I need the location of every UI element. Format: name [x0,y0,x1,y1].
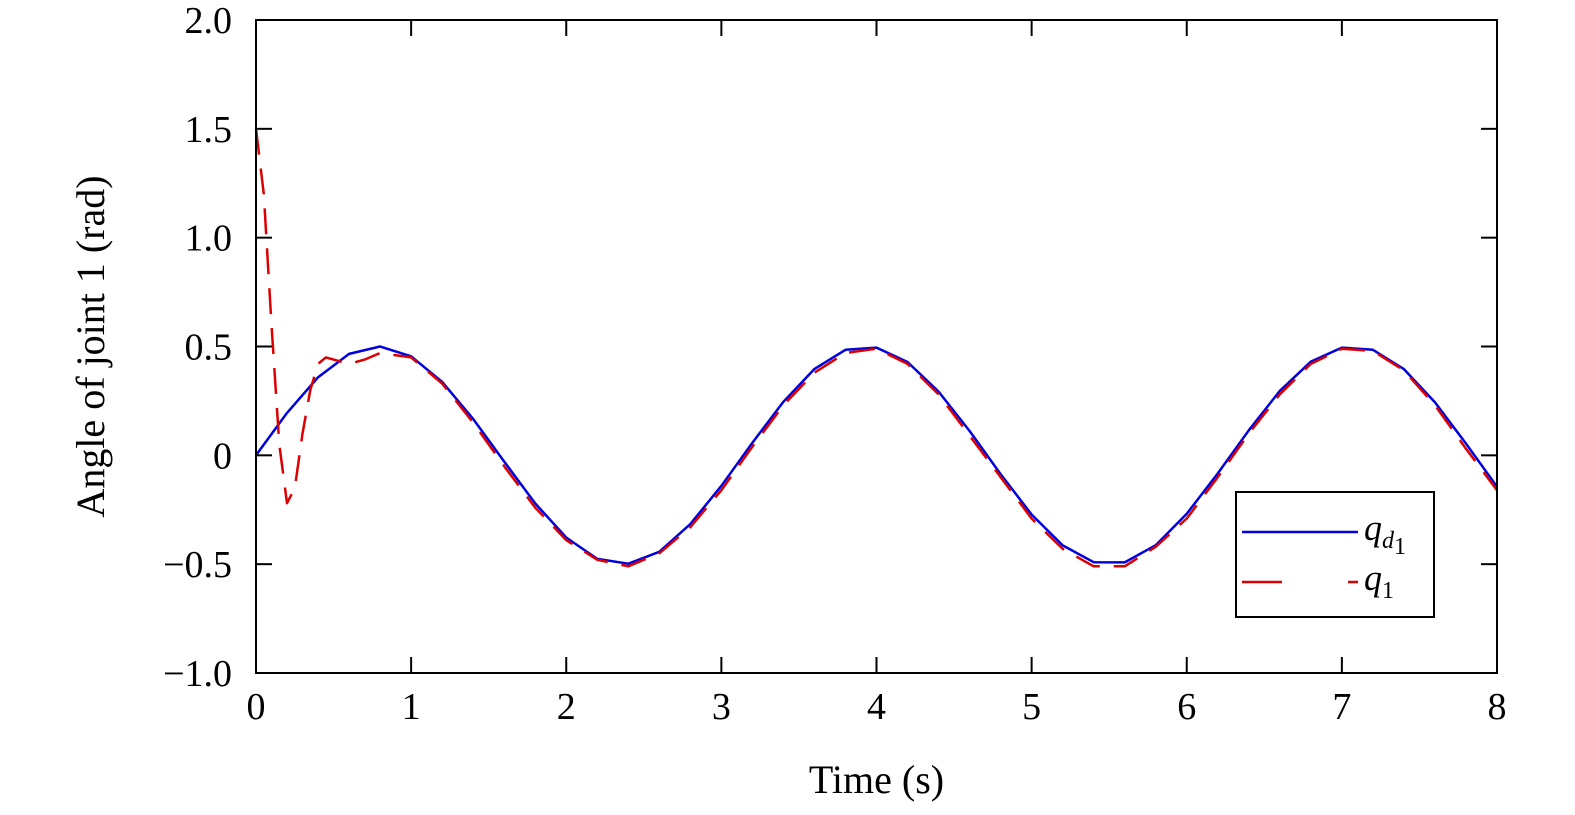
legend-qd1-subsub: 1 [1394,534,1406,560]
y-tick-label: 0 [213,435,232,477]
x-tick-label: 4 [867,686,886,728]
plot-frame [255,19,1498,674]
x-tick-label: 6 [1177,686,1196,728]
x-tick-label: 5 [1022,686,1041,728]
legend-qd1-sub: d [1382,528,1395,554]
legend: qd1 q1 [1235,491,1435,618]
legend-label-qd1: qd1 [1364,508,1406,560]
series-line-qd1 [254,345,1499,565]
x-tick-label: 2 [557,686,576,728]
x-tick-label: 8 [1488,686,1507,728]
series-layer [254,128,1499,568]
y-tick-label: −0.5 [163,544,232,586]
series-line-q1 [254,128,1499,568]
y-tick-label: 0.5 [185,327,233,369]
legend-q1-main: q [1364,558,1382,598]
y-axis-label: Angle of joint 1 (rad) [68,175,113,517]
y-tick-label: 2.0 [185,0,233,42]
legend-box [1235,491,1435,618]
legend-q1-sub: 1 [1382,578,1394,604]
legend-qd1-main: q [1364,508,1382,548]
x-tick-label: 1 [402,686,421,728]
x-axis-label: Time (s) [809,757,944,802]
y-tick-label: 1.0 [185,218,233,260]
x-tick-label: 3 [712,686,731,728]
x-tick-label: 7 [1332,686,1351,728]
y-tick-label: −1.0 [163,653,232,695]
x-tick-label: 0 [247,686,266,728]
y-tick-label: 1.5 [185,109,233,151]
y-axis-ticks: −1.0 −0.5 0 0.5 1.0 1.5 2.0 [163,0,1497,695]
legend-label-q1: q1 [1364,558,1394,604]
x-axis-ticks: 0 1 2 3 4 5 6 7 8 [247,20,1507,728]
